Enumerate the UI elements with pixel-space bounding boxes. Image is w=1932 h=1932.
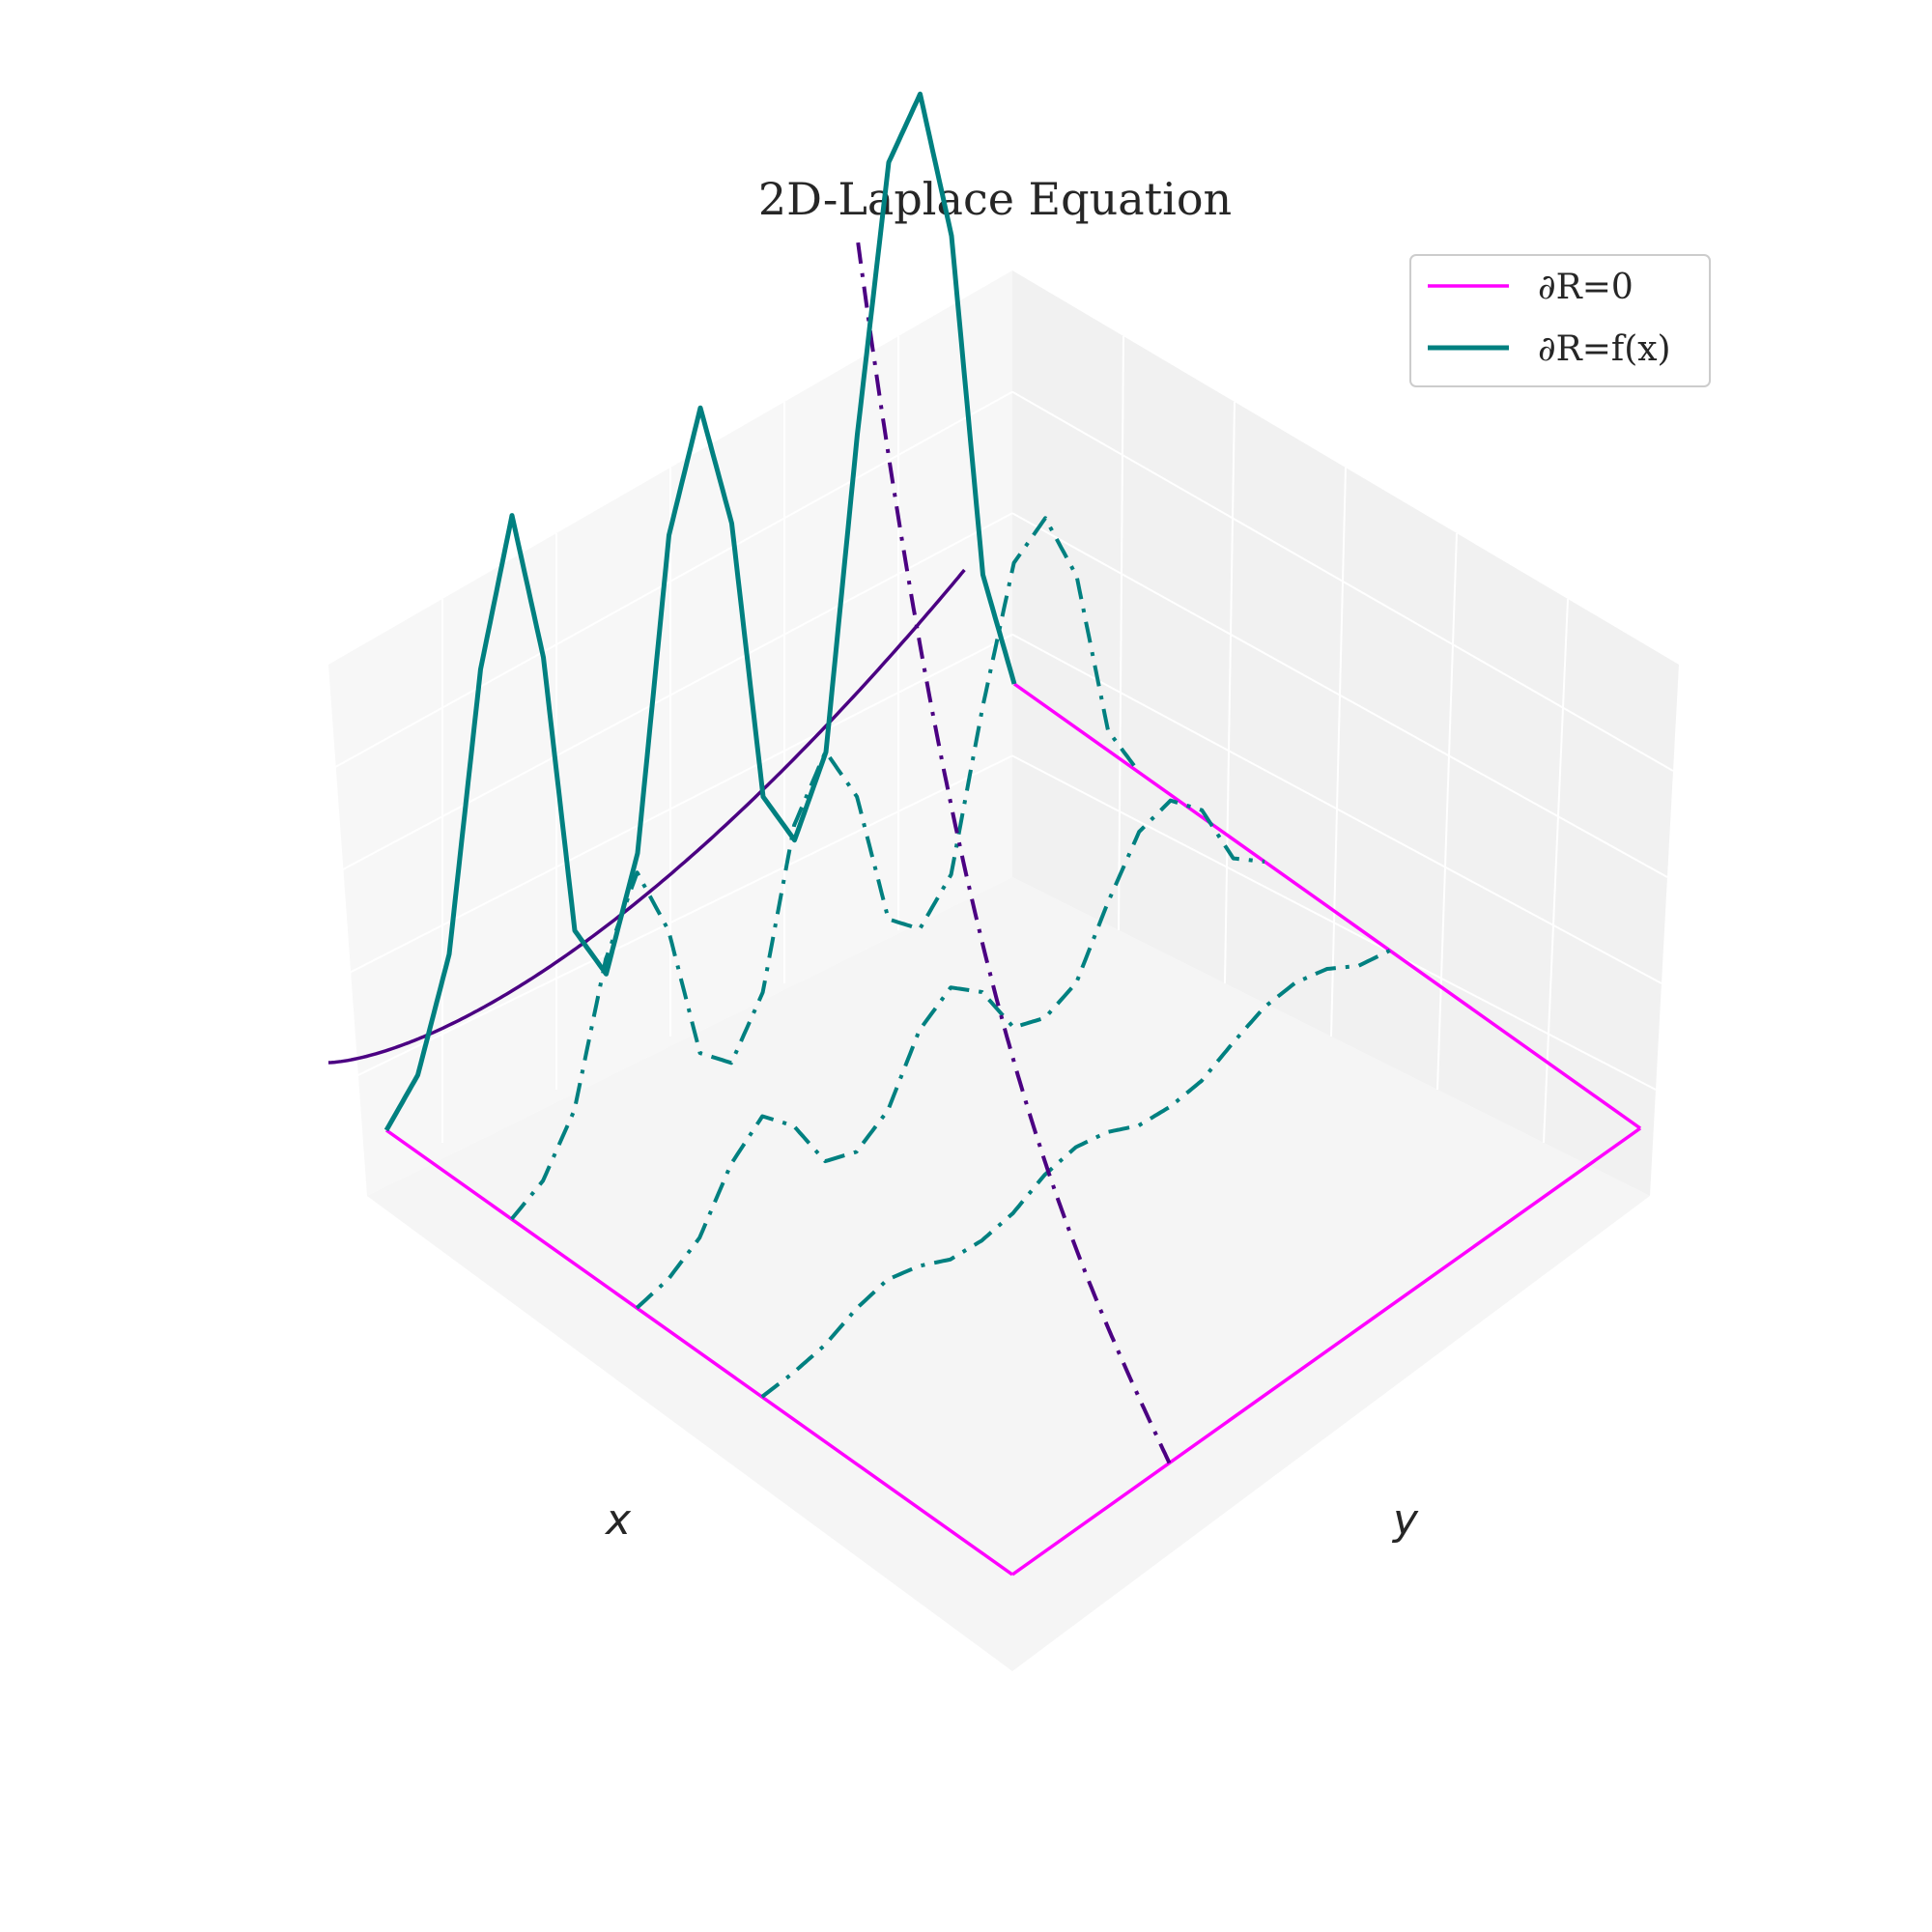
surface-patch	[926, 252, 943, 300]
legend-box	[1409, 254, 1711, 387]
legend: ∂R=0 ∂R=f(x)	[1409, 254, 1711, 387]
cross-section-line	[760, 949, 1391, 1399]
grid-line	[327, 633, 1013, 984]
boundary-fx-line	[384, 91, 1017, 1132]
grid-line	[1011, 633, 1662, 984]
surface-patch	[887, 253, 903, 338]
grid-line	[1224, 401, 1236, 984]
boundary-zero-line	[384, 1128, 1014, 1577]
right-back-pane	[1012, 270, 1679, 1196]
legend-label-zero: ∂R=0	[1538, 268, 1634, 307]
pane-grid	[327, 335, 1674, 1144]
diagonal-curve	[855, 237, 1172, 1464]
grid-line	[327, 390, 1013, 772]
chart-title: 2D-Laplace Equation	[758, 173, 1232, 225]
surface-patch	[957, 239, 974, 297]
grid-line	[1330, 467, 1347, 1037]
floor-pane	[367, 877, 1650, 1671]
legend-label-fx: ∂R=f(x)	[1538, 329, 1671, 369]
grid-line	[1011, 754, 1657, 1091]
grid-line	[1543, 598, 1569, 1144]
grid-line	[327, 754, 1013, 1091]
grid-line	[327, 512, 1013, 878]
grid-line	[1011, 390, 1674, 772]
x-axis-label: x	[604, 1495, 632, 1545]
grid-line	[1011, 512, 1668, 878]
cross-section-line	[635, 798, 1265, 1310]
projection-curve	[327, 568, 966, 1065]
y-axis-label: y	[1391, 1495, 1419, 1545]
data-lines	[327, 91, 1642, 1577]
grid-line	[1436, 532, 1458, 1091]
boundary-zero-line	[1010, 1126, 1642, 1577]
surface-patch	[920, 265, 936, 313]
surface-patch	[910, 227, 926, 277]
grid-line	[1118, 335, 1124, 931]
surface-patch	[903, 240, 920, 324]
boundary-zero-line	[1012, 682, 1642, 1130]
surface-patch	[932, 241, 949, 290]
